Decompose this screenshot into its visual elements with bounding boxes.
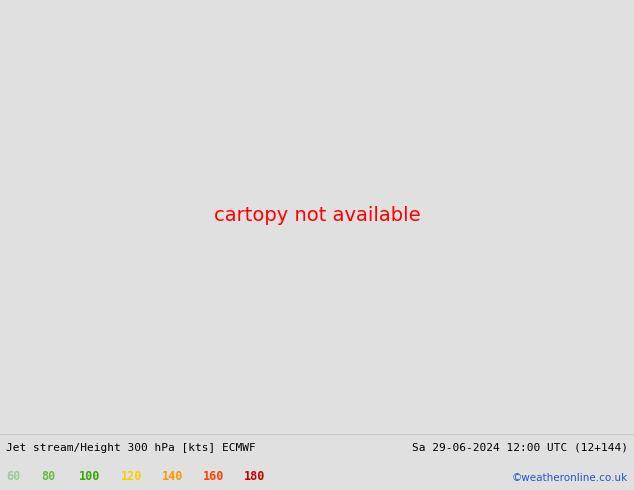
- Text: 80: 80: [41, 470, 55, 483]
- Text: ©weatheronline.co.uk: ©weatheronline.co.uk: [512, 473, 628, 483]
- Text: 100: 100: [79, 470, 101, 483]
- Text: 160: 160: [203, 470, 224, 483]
- Text: 180: 180: [244, 470, 266, 483]
- Text: 140: 140: [162, 470, 183, 483]
- Text: cartopy not available: cartopy not available: [214, 206, 420, 225]
- Text: 60: 60: [6, 470, 20, 483]
- Text: 120: 120: [120, 470, 142, 483]
- Text: Jet stream/Height 300 hPa [kts] ECMWF: Jet stream/Height 300 hPa [kts] ECMWF: [6, 443, 256, 453]
- Text: Sa 29-06-2024 12:00 UTC (12+144): Sa 29-06-2024 12:00 UTC (12+144): [411, 443, 628, 453]
